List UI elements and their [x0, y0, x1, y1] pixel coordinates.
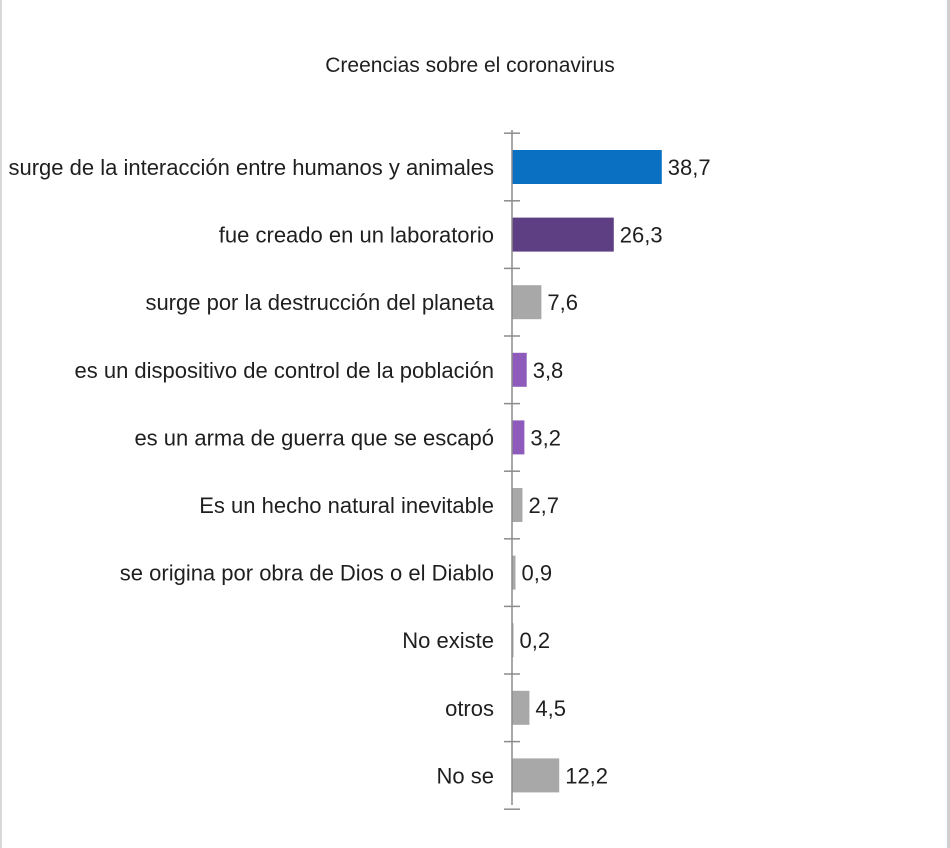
data-label: 3,8 [533, 358, 564, 383]
bar [512, 555, 516, 590]
bar [512, 758, 560, 793]
category-label: otros [445, 696, 494, 721]
category-label: es un arma de guerra que se escapó [134, 425, 494, 450]
left-frame-border [0, 0, 2, 848]
bar [512, 217, 614, 252]
bar [512, 690, 530, 725]
bar [512, 488, 523, 522]
data-label: 3,2 [530, 425, 561, 450]
data-label: 7,6 [547, 290, 578, 315]
bar [512, 352, 527, 387]
chart-title: Creencias sobre el coronavirus [325, 54, 614, 77]
y-axis [504, 130, 520, 810]
data-label: 0,9 [521, 561, 552, 586]
right-frame-border [947, 0, 950, 848]
bar [512, 285, 542, 320]
data-label: 26,3 [620, 223, 663, 248]
category-label: surge por la destrucción del planeta [145, 290, 494, 315]
labels-layer: surge de la interacción entre humanos y … [9, 155, 711, 788]
category-label: fue creado en un laboratorio [219, 223, 494, 248]
data-label: 38,7 [668, 155, 711, 180]
category-label: No existe [402, 628, 494, 653]
category-label: No se [437, 763, 494, 788]
category-label: Es un hecho natural inevitable [199, 493, 494, 518]
data-label: 2,7 [528, 493, 559, 518]
data-label: 12,2 [565, 763, 608, 788]
category-label: se origina por obra de Dios o el Diablo [120, 561, 494, 586]
data-label: 0,2 [520, 628, 551, 653]
bar [512, 420, 525, 455]
bar [512, 150, 662, 184]
category-label: surge de la interacción entre humanos y … [9, 155, 495, 180]
category-label: es un dispositivo de control de la pobla… [75, 358, 495, 383]
data-label: 4,5 [535, 696, 566, 721]
